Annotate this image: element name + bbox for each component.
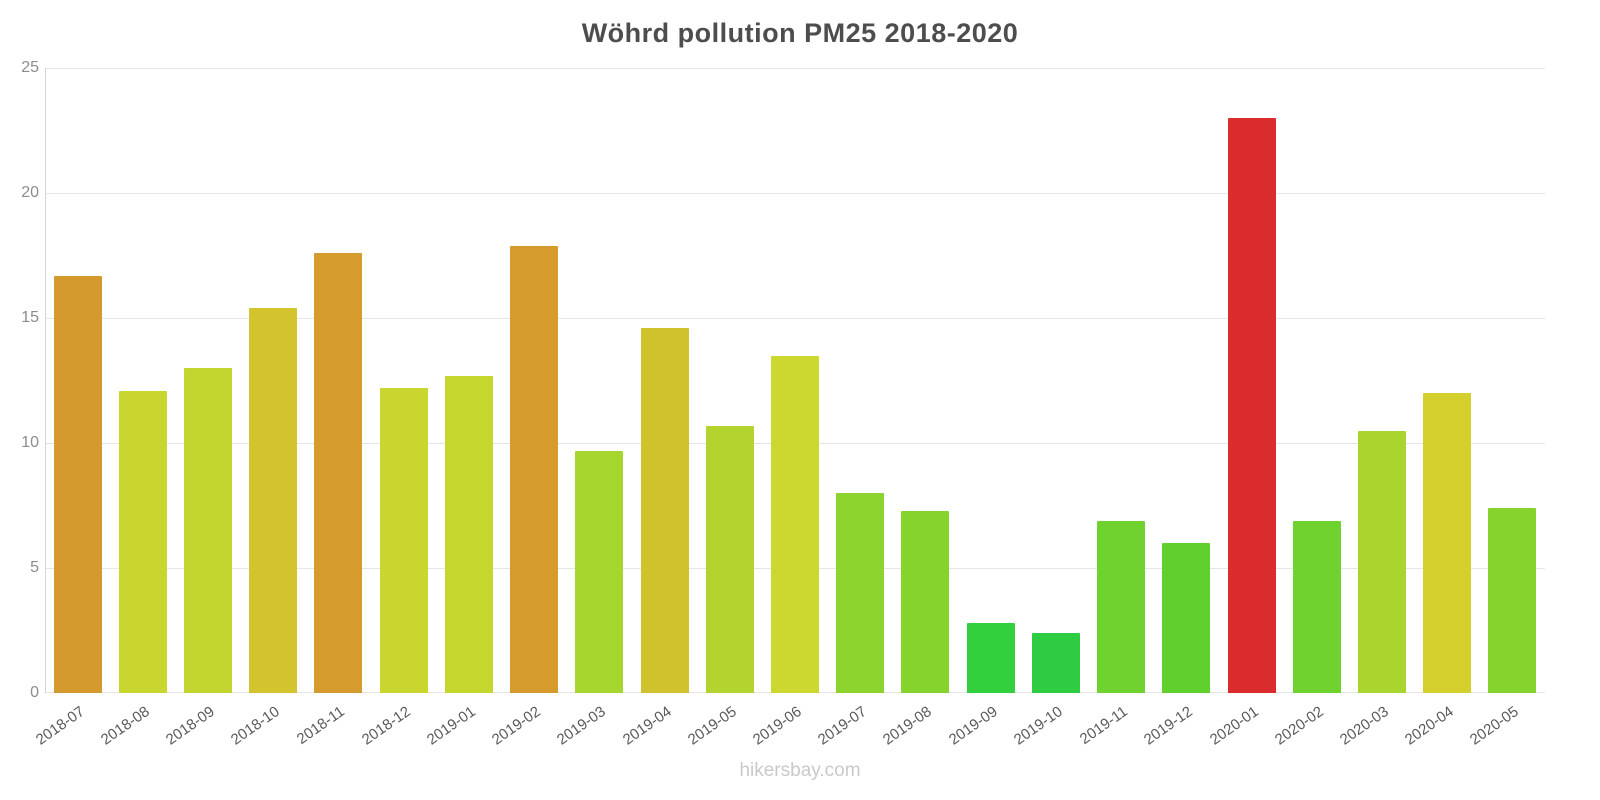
bar <box>901 510 950 693</box>
bar <box>184 368 233 693</box>
y-axis-tick-label: 25 <box>21 59 39 76</box>
bar <box>1488 508 1537 693</box>
y-axis-tick-label: 10 <box>21 434 39 451</box>
bar <box>53 275 102 693</box>
plot-area: 0 5 10 15 20 25 2018-07 2018-08 2018-09 2018-10 20… <box>21 59 1545 749</box>
y-axis-tick-label: 0 <box>30 684 39 701</box>
bar <box>1031 633 1080 693</box>
gridline <box>45 68 1545 69</box>
y-axis-tick-label: 20 <box>21 184 39 201</box>
bar <box>118 390 167 693</box>
bar <box>314 253 363 693</box>
y-axis-tick-label: 5 <box>30 559 39 576</box>
bar <box>379 388 428 693</box>
bar <box>1162 543 1211 693</box>
bar <box>510 245 559 693</box>
bar <box>771 355 819 693</box>
footer-watermark: hikersbay.com <box>739 760 861 781</box>
bar <box>1292 520 1341 693</box>
y-axis-line <box>45 68 46 693</box>
bar <box>1227 118 1276 693</box>
bar <box>705 425 754 693</box>
bar <box>1357 430 1406 693</box>
bar <box>640 328 689 693</box>
bar <box>1423 393 1472 693</box>
gridline <box>45 318 1545 319</box>
bar <box>1097 520 1146 693</box>
bar <box>444 375 493 693</box>
bar <box>575 450 624 693</box>
bar <box>966 623 1015 693</box>
chart-title: Wöhrd pollution PM25 2018-2020 <box>581 18 1019 48</box>
y-axis-tick-label: 15 <box>21 309 39 326</box>
gridline <box>45 193 1545 194</box>
bar <box>249 308 298 693</box>
bar <box>836 493 885 693</box>
